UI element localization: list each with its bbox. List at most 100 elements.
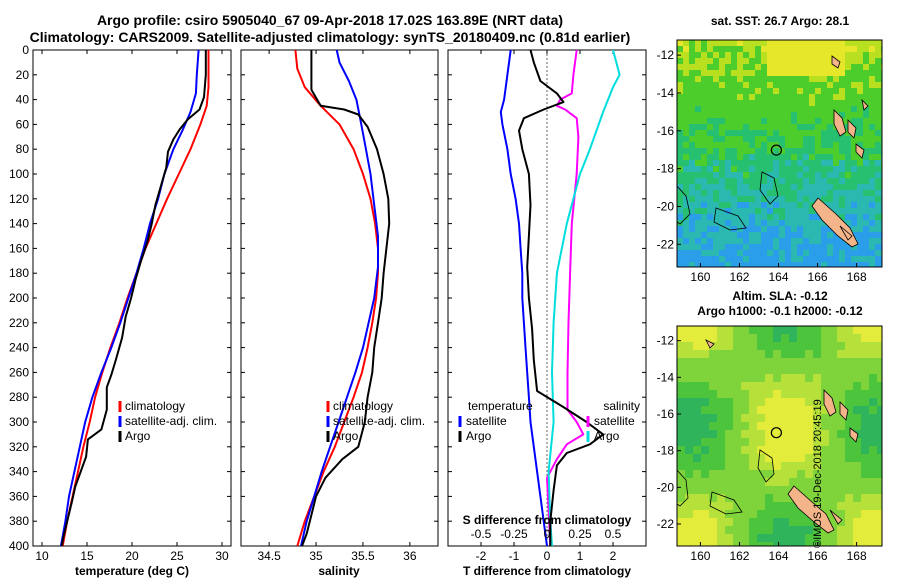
map-cell <box>685 526 693 534</box>
map-cell <box>809 250 815 256</box>
map-cell <box>833 262 839 267</box>
map-cell <box>827 94 833 100</box>
map-cell <box>789 454 797 462</box>
map-cell <box>683 58 689 64</box>
map-cell <box>765 374 773 382</box>
map-cell <box>875 40 881 46</box>
map-cell <box>857 40 863 46</box>
map-cell <box>755 178 761 184</box>
map-cell <box>779 160 785 166</box>
map-y-tick-label: -12 <box>657 48 675 62</box>
map-cell <box>701 214 707 220</box>
map-cell <box>743 172 749 178</box>
map-cell <box>731 190 737 196</box>
map-cell <box>719 262 725 267</box>
map-cell <box>725 398 733 406</box>
map-cell <box>863 88 869 94</box>
map-cell <box>725 220 731 226</box>
map-cell <box>821 148 827 154</box>
map-cell <box>701 256 707 262</box>
temperature-lines <box>59 50 210 546</box>
sst-map: sat. SST: 26.7 Argo: 28.1 160 162 164 166 16… <box>657 14 883 284</box>
map-cell <box>829 494 837 502</box>
island-vanuatu-1 <box>833 109 847 137</box>
map-cell <box>813 350 821 358</box>
map-cell <box>733 326 741 334</box>
map-cell <box>765 446 773 454</box>
map-cell <box>749 526 757 534</box>
map-cell <box>861 342 869 350</box>
map-cell <box>785 58 791 64</box>
map-cell <box>761 238 767 244</box>
map-cell <box>773 462 781 470</box>
map-cell <box>779 106 785 112</box>
map-cell <box>749 178 755 184</box>
map-cell <box>749 494 757 502</box>
map-cell <box>877 326 882 334</box>
map-cell <box>781 542 789 546</box>
map-cell <box>839 250 845 256</box>
map-cell <box>737 208 743 214</box>
map-cell <box>875 154 881 160</box>
map-cell <box>761 220 767 226</box>
y-tick-label: 240 <box>9 341 29 355</box>
map-cell <box>677 518 685 526</box>
map-cell <box>779 64 785 70</box>
map-cell <box>827 190 833 196</box>
map-cell <box>853 374 861 382</box>
map-cell <box>839 76 845 82</box>
map-cell <box>719 106 725 112</box>
map-cell <box>741 438 749 446</box>
map-cell <box>837 470 845 478</box>
map-cell <box>725 136 731 142</box>
map-cell <box>857 52 863 58</box>
map-cell <box>707 220 713 226</box>
x2-tick-label: -0.25 <box>500 527 528 541</box>
map-cell <box>677 374 685 382</box>
map-cell <box>677 94 683 100</box>
map-cell <box>749 406 757 414</box>
island-vanuatu-1 <box>823 389 837 417</box>
map-cell <box>773 438 781 446</box>
map-cell <box>725 478 733 486</box>
map-cell <box>683 64 689 70</box>
map-cell <box>709 398 717 406</box>
map-cell <box>805 430 813 438</box>
map-cell <box>733 438 741 446</box>
map-cell <box>785 214 791 220</box>
map-cell <box>701 82 707 88</box>
map-cell <box>749 262 755 267</box>
map-cell <box>749 82 755 88</box>
series-line-s-satellite <box>546 50 585 546</box>
map-cell <box>863 208 869 214</box>
map-cell <box>733 502 741 510</box>
map-cell <box>809 112 815 118</box>
map-cell <box>829 534 837 542</box>
map-cell <box>701 430 709 438</box>
map-cell <box>833 202 839 208</box>
map-cell <box>861 366 869 374</box>
map-cell <box>797 64 803 70</box>
map-cell <box>689 160 695 166</box>
map-cell <box>677 190 683 196</box>
map-cell <box>743 58 749 64</box>
map-y-tick-label: -16 <box>657 407 675 421</box>
map-cell <box>805 366 813 374</box>
map-cell <box>737 64 743 70</box>
map-cell <box>809 196 815 202</box>
map-cell <box>755 232 761 238</box>
map-cell <box>693 366 701 374</box>
map-cell <box>827 160 833 166</box>
map-cell <box>813 422 821 430</box>
map-cell <box>773 262 779 267</box>
map-cell <box>773 326 781 334</box>
map-cell <box>821 40 827 46</box>
map-cell <box>755 142 761 148</box>
map-cell <box>707 142 713 148</box>
map-cell <box>845 58 851 64</box>
map-cell <box>863 226 869 232</box>
map-cell <box>693 326 701 334</box>
map-cell <box>851 52 857 58</box>
map-cell <box>869 214 875 220</box>
map-cell <box>761 130 767 136</box>
